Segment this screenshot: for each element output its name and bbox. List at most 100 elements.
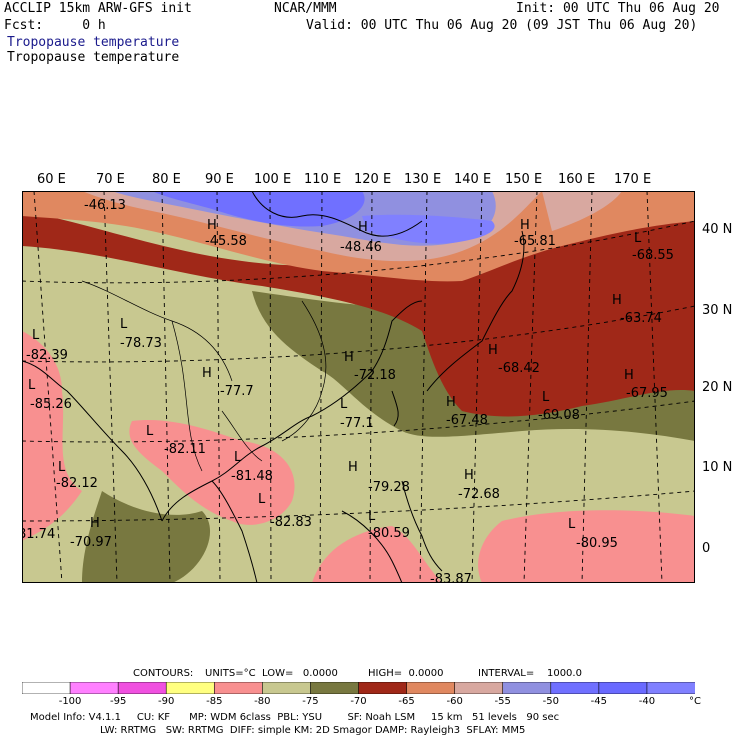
legend-swatch <box>646 682 695 694</box>
map-label: -83.87 <box>430 572 472 583</box>
legend-swatch <box>502 682 552 694</box>
map-label: H <box>624 368 634 383</box>
map-label: L <box>368 509 376 524</box>
model-title: ACCLIP 15km ARW-GFS init <box>4 1 192 16</box>
map-label: L <box>28 378 36 393</box>
map-label: -77.7 <box>220 384 254 399</box>
legend-tick-label: -80 <box>254 696 271 707</box>
legend-swatch <box>550 682 600 694</box>
map-label: H <box>464 468 474 483</box>
map-label: -80.59 <box>368 526 410 541</box>
map-label: H <box>520 218 530 233</box>
legend-swatch <box>22 682 71 694</box>
lon-label: 90 E <box>205 172 234 187</box>
legend-swatch <box>358 682 408 694</box>
map-label: -85.26 <box>30 397 72 412</box>
map-label: -45.58 <box>205 234 247 249</box>
map-label: -80.95 <box>576 536 618 551</box>
physics-info-line: LW: RRTMG SW: RRTMG DIFF: simple KM: 2D … <box>100 725 526 736</box>
map-label: -67.95 <box>626 386 668 401</box>
map-label: L <box>32 328 40 343</box>
tropopause-temperature-map: -46.13 H -45.58 H -48.46 H -65.81 L -68.… <box>22 191 695 583</box>
shade-dusty-pink-east <box>542 191 622 231</box>
legend-tick-label: -45 <box>590 696 608 707</box>
shade-pink-west <box>22 331 82 541</box>
model-info-line: Model Info: V4.1.1 CU: KF MP: WDM 6class… <box>30 712 560 723</box>
map-label: 81.74 <box>22 527 55 542</box>
lon-label: 110 E <box>304 172 342 187</box>
extrema-labels: -46.13 H -45.58 H -48.46 H -65.81 L -68.… <box>22 198 674 583</box>
lat-label: 0 <box>702 541 711 556</box>
contours-label: CONTOURS: <box>133 668 194 679</box>
map-label: H <box>358 220 368 235</box>
map-label: L <box>258 492 266 507</box>
legend-swatch <box>406 682 456 694</box>
map-label: -68.55 <box>632 248 674 263</box>
legend-swatch <box>165 682 216 694</box>
map-label: -82.11 <box>164 442 206 457</box>
legend-tick-label: -60 <box>446 696 463 707</box>
lon-label: 140 E <box>454 172 492 187</box>
map-label: -82.12 <box>56 476 98 491</box>
lon-label: 80 E <box>152 172 181 187</box>
legend-tick-label: -75 <box>302 696 319 707</box>
map-label: H <box>344 350 354 365</box>
shade-blue <box>152 191 365 227</box>
lon-label: 160 E <box>558 172 596 187</box>
shade-olive-south <box>82 491 211 583</box>
field-title-contour: Tropopause temperature <box>7 50 180 65</box>
map-label: -70.97 <box>70 535 112 550</box>
coastlines <box>22 191 525 583</box>
lat-label: 40 N <box>702 222 733 237</box>
legend-swatch <box>262 682 312 694</box>
map-label: L <box>340 397 348 412</box>
lon-label: 70 E <box>96 172 125 187</box>
legend-tick-label: -90 <box>158 696 175 707</box>
legend-tick-label: °C <box>689 696 701 707</box>
shade-pink-borneo <box>312 526 442 583</box>
map-label: -46.13 <box>84 198 126 213</box>
organization-label: NCAR/MMM <box>274 1 337 16</box>
low-label: LOW= 0.0000 <box>262 668 338 679</box>
legend-swatch <box>598 682 648 694</box>
legend-tick-label: -70 <box>350 696 367 707</box>
legend-tick-label: -95 <box>109 696 127 707</box>
init-time: Init: 00 UTC Thu 06 Aug 20 <box>516 1 720 16</box>
map-label: H <box>90 516 100 531</box>
map-label: L <box>120 317 128 332</box>
legend-swatch <box>213 682 264 694</box>
map-label: L <box>542 390 550 405</box>
legend-swatch <box>69 682 119 694</box>
shade-dark-red <box>22 206 695 417</box>
map-label: L <box>234 450 242 465</box>
legend-tick-label: -65 <box>398 696 415 707</box>
map-label: -48.46 <box>340 240 382 255</box>
forecast-hour: Fcst: 0 h <box>4 18 106 33</box>
legend-tick-label: -85 <box>206 696 223 707</box>
map-label: -82.39 <box>26 348 68 363</box>
map-label: H <box>348 460 358 475</box>
legend-swatch <box>117 682 168 694</box>
valid-time: Valid: 00 UTC Thu 06 Aug 20 (09 JST Thu … <box>306 18 698 33</box>
map-label: -69.08 <box>538 408 580 423</box>
map-label: -68.42 <box>498 361 540 376</box>
units-label: UNITS=°C <box>205 668 256 679</box>
interval-label: INTERVAL= 1000.0 <box>478 668 582 679</box>
lat-label: 10 N <box>702 460 733 475</box>
map-label: -77.1 <box>340 416 374 431</box>
shade-pink-pacific <box>478 510 695 583</box>
map-label: H <box>612 293 622 308</box>
map-label: L <box>568 517 576 532</box>
field-title-shaded: Tropopause temperature <box>7 35 180 50</box>
lon-label: 170 E <box>614 172 652 187</box>
map-label: -78.73 <box>120 336 162 351</box>
legend-swatch <box>454 682 504 694</box>
lon-label: 150 E <box>505 172 543 187</box>
legend-tick-label: -40 <box>638 696 656 707</box>
map-frame <box>22 191 695 583</box>
lat-label: 30 N <box>702 303 733 318</box>
legend-tick-label: -100 <box>58 696 82 707</box>
shade-blue-east <box>362 214 495 244</box>
lon-label: 60 E <box>37 172 66 187</box>
map-label: H <box>446 395 456 410</box>
